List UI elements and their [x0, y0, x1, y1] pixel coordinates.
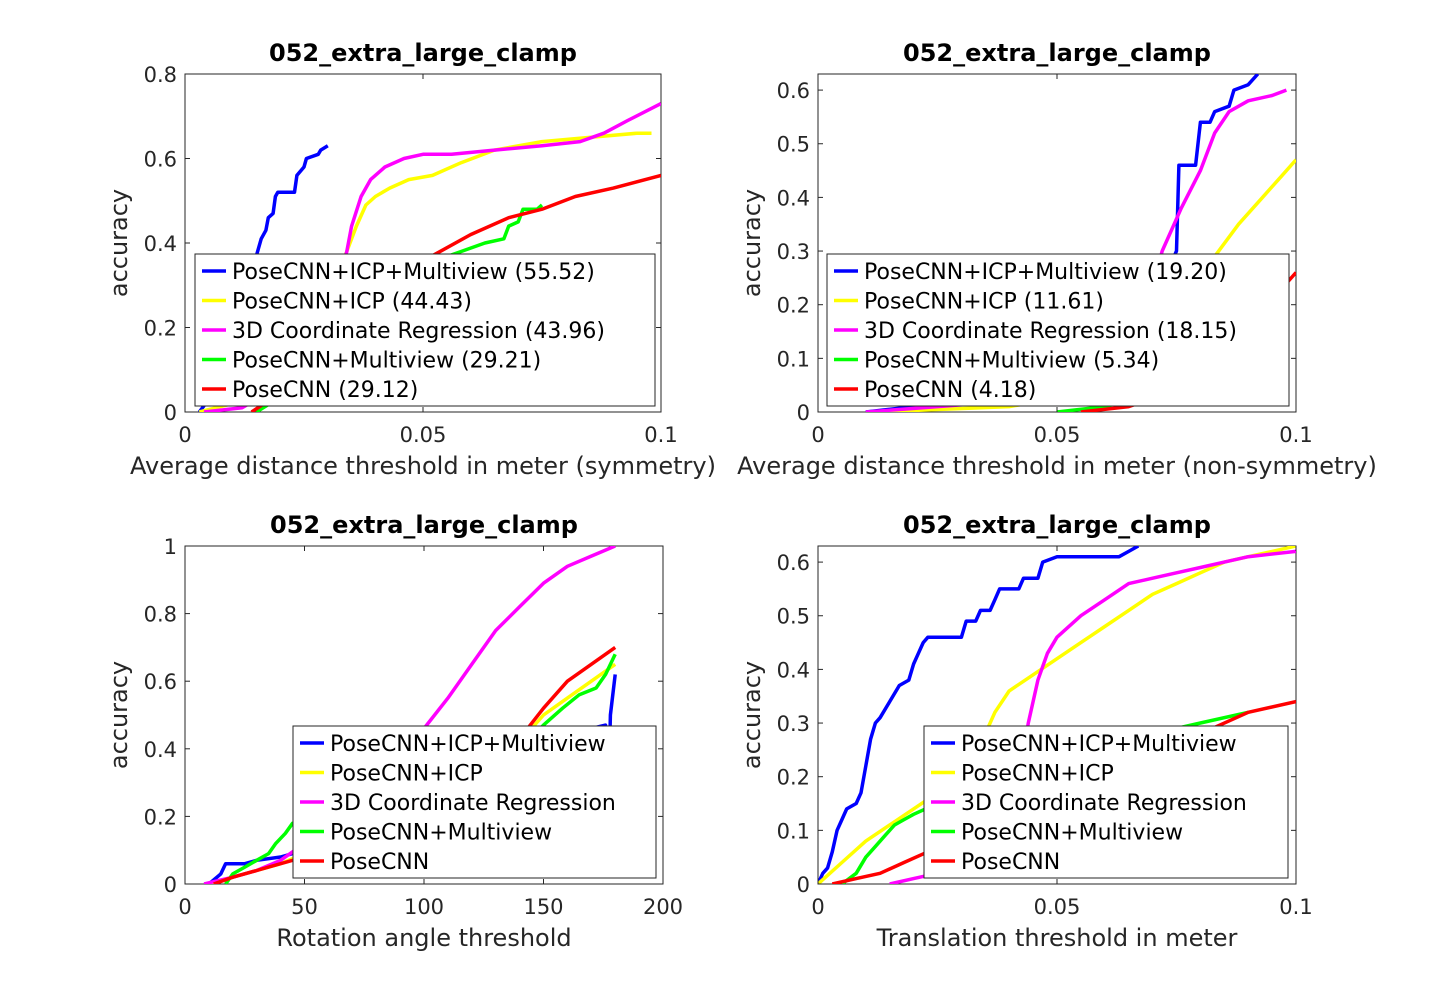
- y-tick-label: 0.6: [777, 551, 810, 575]
- chart-4: 0 0.05 0.1 0 0.1 0.2 0.3 0.4 0.5 0.6 052_extra_lar…: [738, 511, 1313, 952]
- chart-3: 0 50 100 150 200 0 0.2 0.4 0.6 0.8 1 052_extra_larg…: [105, 511, 683, 952]
- legend-entry: PoseCNN: [961, 850, 1060, 875]
- legend: PoseCNN+ICP+Multiview (55.52) PoseCNN+ICP…: [194, 253, 656, 407]
- x-tick-label: 0.1: [644, 423, 677, 447]
- x-tick-label: 100: [404, 895, 444, 919]
- x-tick-label: 0: [178, 895, 191, 919]
- y-tick-label: 0.4: [144, 738, 177, 762]
- x-tick-label: 0.1: [1279, 895, 1312, 919]
- y-tick-label: 0.5: [777, 605, 810, 629]
- legend-entry: PoseCNN+Multiview: [961, 821, 1183, 846]
- legend-entry: PoseCNN+Multiview (29.21): [232, 349, 541, 374]
- x-tick-label: 0.05: [1034, 895, 1081, 919]
- x-tick-label: 0.1: [1279, 423, 1312, 447]
- legend-entry: PoseCNN+Multiview (5.34): [864, 349, 1159, 374]
- legend-entry: PoseCNN+ICP (44.43): [232, 290, 472, 315]
- legend-entry: PoseCNN+ICP: [961, 762, 1114, 787]
- legend: PoseCNN+ICP+Multiview (19.20) PoseCNN+ICP…: [826, 253, 1290, 407]
- y-tick-label: 0.3: [777, 240, 810, 264]
- chart-title: 052_extra_large_clamp: [269, 39, 577, 67]
- y-axis-label: accuracy: [738, 189, 766, 297]
- chart-title: 052_extra_large_clamp: [270, 511, 578, 539]
- y-tick-label: 0.8: [144, 63, 177, 87]
- x-axis-label: Translation threshold in meter: [876, 924, 1238, 952]
- y-tick-label: 0.2: [777, 294, 810, 318]
- y-tick-label: 0: [797, 873, 810, 897]
- legend-entry: 3D Coordinate Regression: [961, 791, 1247, 816]
- x-tick-label: 0: [811, 423, 824, 447]
- legend-entry: PoseCNN+ICP+Multiview: [330, 732, 606, 757]
- legend-entry: PoseCNN+ICP (11.61): [864, 290, 1104, 315]
- legend-entry: PoseCNN+ICP: [330, 762, 483, 787]
- legend-entry: PoseCNN+ICP+Multiview (19.20): [864, 260, 1227, 285]
- x-tick-label: 0: [178, 423, 191, 447]
- y-tick-label: 0.1: [777, 347, 810, 371]
- series-line-1: [818, 546, 1140, 884]
- legend-box: [923, 725, 1289, 879]
- chart-title: 052_extra_large_clamp: [903, 511, 1211, 539]
- legend-entry: PoseCNN (29.12): [232, 378, 418, 403]
- chart-panels: 0 0.05 0.1 0 0.2 0.4 0.6 0.8 052_extra_large_cla…: [105, 39, 1377, 952]
- legend-box: [194, 253, 656, 407]
- x-tick-label: 200: [643, 895, 683, 919]
- x-axis-label: Average distance threshold in meter (sym…: [130, 452, 716, 480]
- y-tick-label: 0.3: [777, 712, 810, 736]
- chart-2: 0 0.05 0.1 0 0.1 0.2 0.3 0.4 0.5 0.6 052_extra_lar…: [737, 39, 1377, 480]
- legend-entry: 3D Coordinate Regression (43.96): [232, 319, 605, 344]
- x-tick-label: 150: [523, 895, 563, 919]
- y-tick-label: 0.4: [777, 186, 810, 210]
- y-tick-label: 0: [797, 401, 810, 425]
- y-tick-label: 0: [164, 873, 177, 897]
- y-tick-label: 0.4: [144, 232, 177, 256]
- legend-box: [292, 725, 657, 879]
- x-axis-label: Average distance threshold in meter (non…: [737, 452, 1377, 480]
- legend-entry: PoseCNN (4.18): [864, 378, 1036, 403]
- x-tick-label: 0.05: [1034, 423, 1081, 447]
- x-tick-label: 0.05: [400, 423, 447, 447]
- y-tick-label: 0.4: [777, 658, 810, 682]
- x-tick-label: 50: [291, 895, 318, 919]
- legend-entry: PoseCNN+ICP+Multiview (55.52): [232, 260, 595, 285]
- y-tick-label: 0.5: [777, 133, 810, 157]
- legend-entry: PoseCNN+ICP+Multiview: [961, 732, 1237, 757]
- x-tick-label: 0: [811, 895, 824, 919]
- y-tick-label: 1: [164, 535, 177, 559]
- y-tick-label: 0.6: [144, 670, 177, 694]
- y-axis-label: accuracy: [738, 661, 766, 769]
- y-tick-label: 0.1: [777, 819, 810, 843]
- x-axis-label: Rotation angle threshold: [276, 924, 571, 952]
- legend-entry: PoseCNN+Multiview: [330, 821, 552, 846]
- y-tick-label: 0.2: [144, 317, 177, 341]
- series-line-2: [818, 546, 1296, 884]
- legend-entry: 3D Coordinate Regression: [330, 791, 616, 816]
- legend: PoseCNN+ICP+Multiview PoseCNN+ICP 3D Coord…: [292, 725, 657, 879]
- y-tick-label: 0.8: [144, 603, 177, 627]
- y-tick-label: 0.2: [144, 805, 177, 829]
- y-tick-label: 0.2: [777, 766, 810, 790]
- y-tick-label: 0: [164, 401, 177, 425]
- legend-entry: PoseCNN: [330, 850, 429, 875]
- legend-box: [826, 253, 1290, 407]
- y-axis-label: accuracy: [105, 661, 133, 769]
- legend: PoseCNN+ICP+Multiview PoseCNN+ICP 3D Coord…: [923, 725, 1289, 879]
- chart-1: 0 0.05 0.1 0 0.2 0.4 0.6 0.8 052_extra_large_cla…: [105, 39, 716, 480]
- chart-title: 052_extra_large_clamp: [903, 39, 1211, 67]
- y-axis-label: accuracy: [105, 189, 133, 297]
- y-tick-label: 0.6: [144, 148, 177, 172]
- legend-entry: 3D Coordinate Regression (18.15): [864, 319, 1237, 344]
- y-tick-label: 0.6: [777, 79, 810, 103]
